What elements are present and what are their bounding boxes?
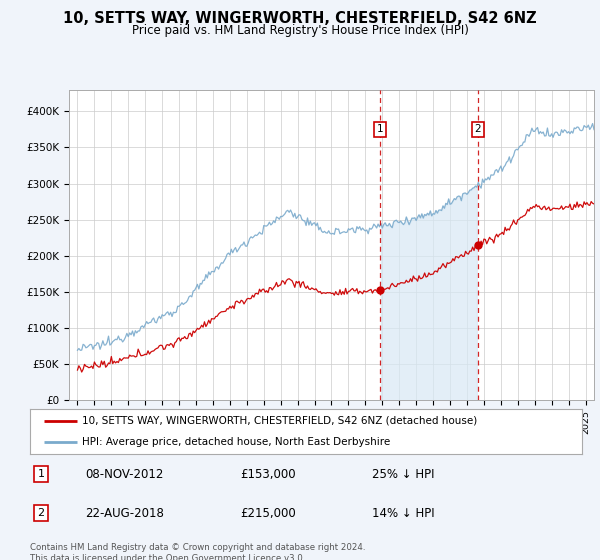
Text: 10, SETTS WAY, WINGERWORTH, CHESTERFIELD, S42 6NZ: 10, SETTS WAY, WINGERWORTH, CHESTERFIELD… [63, 11, 537, 26]
Text: 1: 1 [38, 469, 44, 479]
Text: Price paid vs. HM Land Registry's House Price Index (HPI): Price paid vs. HM Land Registry's House … [131, 24, 469, 36]
Text: 14% ↓ HPI: 14% ↓ HPI [372, 507, 435, 520]
Text: £215,000: £215,000 [240, 507, 296, 520]
Text: Contains HM Land Registry data © Crown copyright and database right 2024.
This d: Contains HM Land Registry data © Crown c… [30, 543, 365, 560]
Text: 2: 2 [37, 508, 44, 518]
Text: 1: 1 [376, 124, 383, 134]
Text: 08-NOV-2012: 08-NOV-2012 [85, 468, 164, 481]
Text: 10, SETTS WAY, WINGERWORTH, CHESTERFIELD, S42 6NZ (detached house): 10, SETTS WAY, WINGERWORTH, CHESTERFIELD… [82, 416, 478, 426]
Text: HPI: Average price, detached house, North East Derbyshire: HPI: Average price, detached house, Nort… [82, 436, 391, 446]
Text: 22-AUG-2018: 22-AUG-2018 [85, 507, 164, 520]
Text: 25% ↓ HPI: 25% ↓ HPI [372, 468, 435, 481]
Text: £153,000: £153,000 [240, 468, 295, 481]
Text: 2: 2 [475, 124, 481, 134]
